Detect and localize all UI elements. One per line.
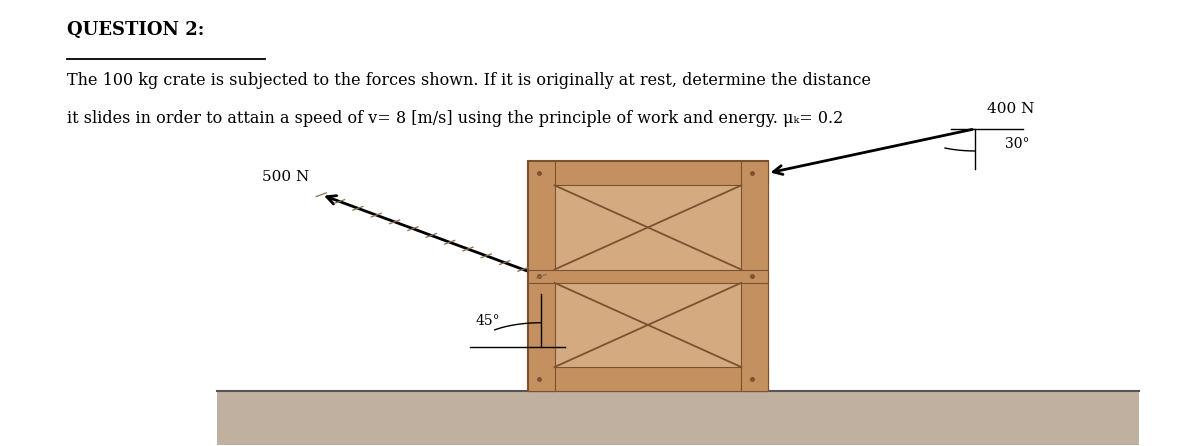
- Bar: [528, 269, 768, 283]
- Text: 45°: 45°: [475, 314, 499, 328]
- Text: 400 N: 400 N: [986, 102, 1034, 116]
- Bar: [528, 367, 768, 392]
- Text: it slides in order to attain a speed of v= 8 [m/s] using the principle of work a: it slides in order to attain a speed of …: [67, 110, 844, 127]
- Text: The 100 kg crate is subjected to the forces shown. If it is originally at rest, : The 100 kg crate is subjected to the for…: [67, 72, 871, 89]
- Bar: [528, 161, 554, 392]
- Text: QUESTION 2:: QUESTION 2:: [67, 21, 205, 39]
- Text: 500 N: 500 N: [262, 169, 308, 184]
- Bar: [528, 161, 768, 392]
- Bar: [528, 161, 768, 186]
- Text: 30°: 30°: [1004, 137, 1030, 151]
- Bar: [742, 161, 768, 392]
- Bar: [217, 392, 1139, 445]
